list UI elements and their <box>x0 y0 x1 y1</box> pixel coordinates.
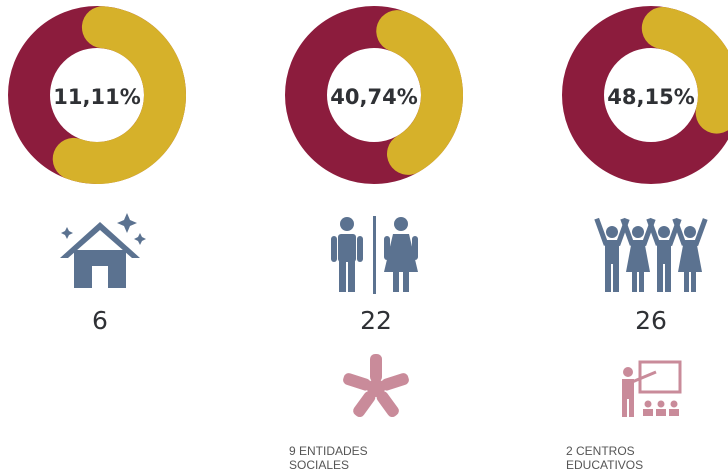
count-label: 6 <box>92 306 108 335</box>
group-icon <box>594 217 708 292</box>
ring-arc <box>641 7 728 134</box>
percent-label: 40,74% <box>330 85 417 109</box>
percent-label: 11,11% <box>53 85 140 109</box>
note-line: EDUCATIVOS <box>566 458 643 472</box>
house-icon <box>60 213 146 288</box>
note-line: SOCIALES <box>289 458 349 472</box>
count-label: 26 <box>635 306 667 335</box>
teacher-icon <box>622 360 682 417</box>
count-label: 22 <box>360 306 392 335</box>
ring-arc <box>52 6 186 184</box>
hands-icon <box>343 354 409 418</box>
ring-arc <box>376 10 463 175</box>
rings <box>8 6 728 184</box>
people-icon <box>331 216 418 294</box>
note-line: 9 ENTIDADES <box>289 444 368 458</box>
percent-label: 48,15% <box>607 85 694 109</box>
note-line: 2 CENTROS <box>566 444 635 458</box>
